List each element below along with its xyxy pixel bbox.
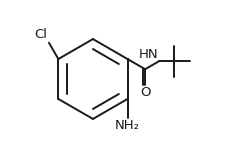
Text: NH₂: NH₂ — [115, 118, 140, 132]
Text: Cl: Cl — [34, 28, 47, 41]
Text: HN: HN — [138, 48, 158, 61]
Text: O: O — [140, 86, 150, 99]
